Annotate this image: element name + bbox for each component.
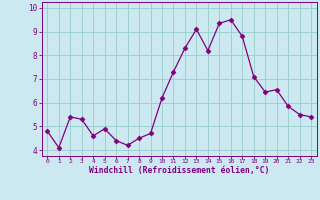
- X-axis label: Windchill (Refroidissement éolien,°C): Windchill (Refroidissement éolien,°C): [89, 166, 269, 175]
